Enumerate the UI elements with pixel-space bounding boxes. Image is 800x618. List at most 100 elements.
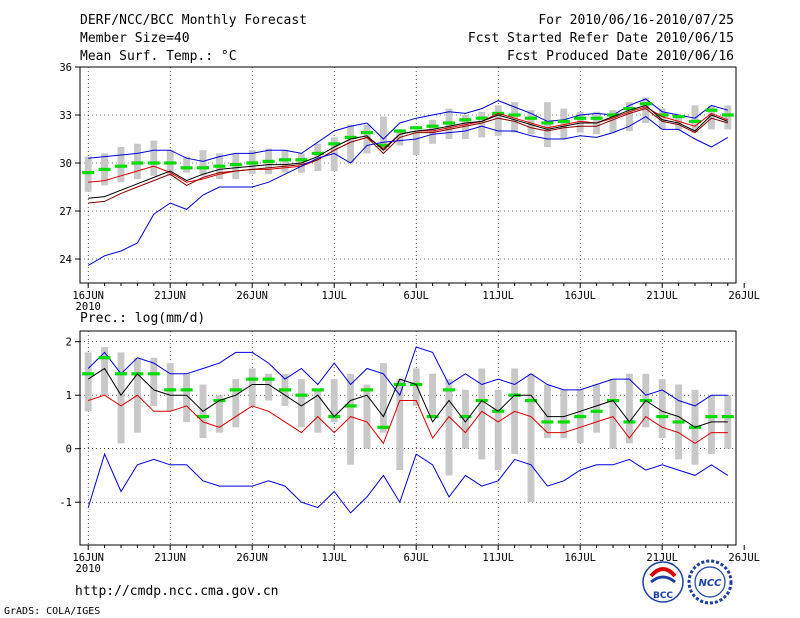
spread-box bbox=[478, 111, 486, 138]
spread-box bbox=[576, 111, 584, 133]
spread-box bbox=[396, 379, 404, 471]
spread-box bbox=[445, 379, 453, 476]
series-control-forecast bbox=[88, 394, 728, 445]
spread-box bbox=[429, 119, 437, 144]
y-tick-label: 1 bbox=[66, 390, 72, 402]
footer-credit: GrADS: COLA/IGES bbox=[4, 606, 100, 617]
spread-box bbox=[609, 379, 617, 449]
spread-box bbox=[560, 389, 568, 438]
spread-box bbox=[511, 102, 519, 133]
spread-box bbox=[593, 384, 601, 433]
spread-box bbox=[347, 373, 355, 465]
spread-box bbox=[379, 116, 387, 151]
x-tick-label: 16JUL bbox=[564, 552, 596, 564]
y-tick-label: -1 bbox=[59, 497, 72, 509]
x-tick-label: 11JUL bbox=[482, 290, 514, 302]
series-ensemble-median bbox=[87, 367, 728, 428]
spread-box bbox=[707, 395, 715, 455]
spread-box bbox=[314, 389, 322, 433]
spread-box bbox=[707, 105, 715, 130]
spread-box bbox=[166, 363, 174, 412]
ncc-logo-inner bbox=[694, 566, 726, 598]
y-tick-label: 0 bbox=[66, 444, 72, 456]
header-start-date: Fcst Started Refer Date 2010/06/15 bbox=[468, 31, 734, 46]
ncc-logo-text: NCC bbox=[698, 578, 722, 589]
spread-box bbox=[101, 347, 109, 396]
bcc-logo-text: BCC bbox=[653, 591, 673, 601]
x-tick-label: 26JUL bbox=[728, 552, 760, 564]
spread-box bbox=[248, 368, 256, 406]
x-tick-label: 1JUL bbox=[322, 290, 347, 302]
x-tick-label: 21JUL bbox=[646, 290, 678, 302]
spread-box bbox=[642, 97, 650, 123]
spread-box bbox=[461, 389, 469, 449]
plot-frame bbox=[79, 66, 737, 284]
spread-box bbox=[625, 102, 633, 131]
series-ensemble-max bbox=[87, 346, 728, 407]
header-member-size: Member Size=40 bbox=[80, 31, 190, 46]
spread-box bbox=[543, 384, 551, 438]
spread-box bbox=[330, 137, 338, 171]
spread-box bbox=[658, 379, 666, 438]
spread-box bbox=[560, 108, 568, 139]
spread-box bbox=[625, 373, 633, 444]
x-year-label: 2010 bbox=[76, 563, 101, 575]
series-ensemble-min bbox=[87, 115, 729, 266]
x-tick-label: 26JUN bbox=[236, 290, 268, 302]
header-title: DERF/NCC/BCC Monthly Forecast bbox=[80, 13, 307, 28]
bcc-logo-swirl-blue bbox=[650, 575, 676, 584]
spread-box bbox=[363, 124, 371, 154]
x-tick-label: 16JUN bbox=[72, 552, 104, 564]
x-tick-label: 26JUN bbox=[236, 552, 268, 564]
spread-box bbox=[461, 115, 469, 139]
spread-box bbox=[347, 124, 355, 163]
series-control-alt bbox=[88, 108, 728, 204]
spread-box bbox=[412, 131, 420, 155]
spread-box bbox=[658, 108, 666, 130]
series-ensemble-max bbox=[88, 98, 728, 162]
spread-box bbox=[527, 373, 535, 503]
spread-box bbox=[412, 368, 420, 406]
spread-box bbox=[199, 150, 207, 176]
bcc-logo-swirl-red bbox=[649, 567, 677, 578]
x-tick-label: 11JUL bbox=[482, 552, 514, 564]
x-tick-label: 16JUL bbox=[564, 290, 596, 302]
series-ensemble-min bbox=[87, 452, 729, 514]
y-tick-label: 27 bbox=[59, 206, 72, 218]
ncc-logo: NCC bbox=[687, 559, 733, 605]
spread-box bbox=[675, 115, 683, 130]
spread-box bbox=[330, 379, 338, 422]
bcc-logo: BCC bbox=[642, 561, 684, 603]
y-tick-label: 24 bbox=[59, 254, 72, 266]
header-variable-temp: Mean Surf. Temp.: °C bbox=[80, 49, 237, 64]
x-tick-label: 16JUN bbox=[72, 290, 104, 302]
y-tick-label: 30 bbox=[59, 158, 72, 170]
spread-box bbox=[724, 395, 732, 449]
x-tick-label: 21JUN bbox=[154, 290, 186, 302]
spread-box bbox=[724, 105, 732, 130]
spread-box bbox=[691, 105, 699, 133]
spread-box bbox=[478, 368, 486, 460]
spread-box bbox=[379, 363, 387, 433]
plot-frame bbox=[79, 330, 737, 546]
x-tick-label: 21JUL bbox=[646, 552, 678, 564]
spread-box bbox=[215, 395, 223, 433]
x-tick-label: 1JUL bbox=[322, 552, 347, 564]
spread-box bbox=[314, 143, 322, 171]
spread-box bbox=[494, 105, 502, 136]
y-tick-label: 36 bbox=[59, 62, 72, 74]
y-tick-label: 2 bbox=[66, 337, 72, 349]
spread-box bbox=[494, 389, 502, 471]
spread-box bbox=[429, 373, 437, 417]
x-tick-label: 21JUN bbox=[154, 552, 186, 564]
spread-box bbox=[232, 379, 240, 428]
temperature-panel: 24 27 30 33 36 16JUN 21JUN 26JUN 1JUL 6JUL 11JUL 16… bbox=[59, 62, 760, 313]
spread-box bbox=[363, 384, 371, 449]
spread-box bbox=[297, 379, 305, 428]
spread-box bbox=[609, 110, 617, 133]
x-tick-label: 6JUL bbox=[404, 552, 429, 564]
series-ensemble-median bbox=[88, 104, 728, 199]
spread-box bbox=[183, 373, 191, 422]
footer-url[interactable]: http://cmdp.ncc.cma.gov.cn bbox=[75, 584, 279, 599]
